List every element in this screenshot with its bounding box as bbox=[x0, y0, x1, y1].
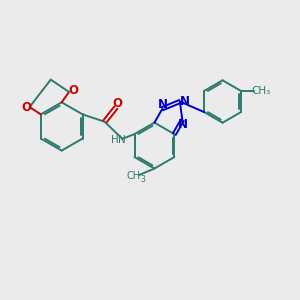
Text: O: O bbox=[21, 100, 31, 113]
Text: CH: CH bbox=[127, 172, 141, 182]
Text: O: O bbox=[68, 84, 78, 97]
Text: H: H bbox=[111, 135, 119, 145]
Text: O: O bbox=[112, 97, 122, 110]
Text: N: N bbox=[158, 98, 168, 111]
Text: 3: 3 bbox=[140, 175, 145, 184]
Text: CH₃: CH₃ bbox=[251, 86, 270, 96]
Text: N: N bbox=[178, 118, 188, 131]
Text: N: N bbox=[180, 95, 190, 108]
Text: N: N bbox=[118, 135, 126, 145]
